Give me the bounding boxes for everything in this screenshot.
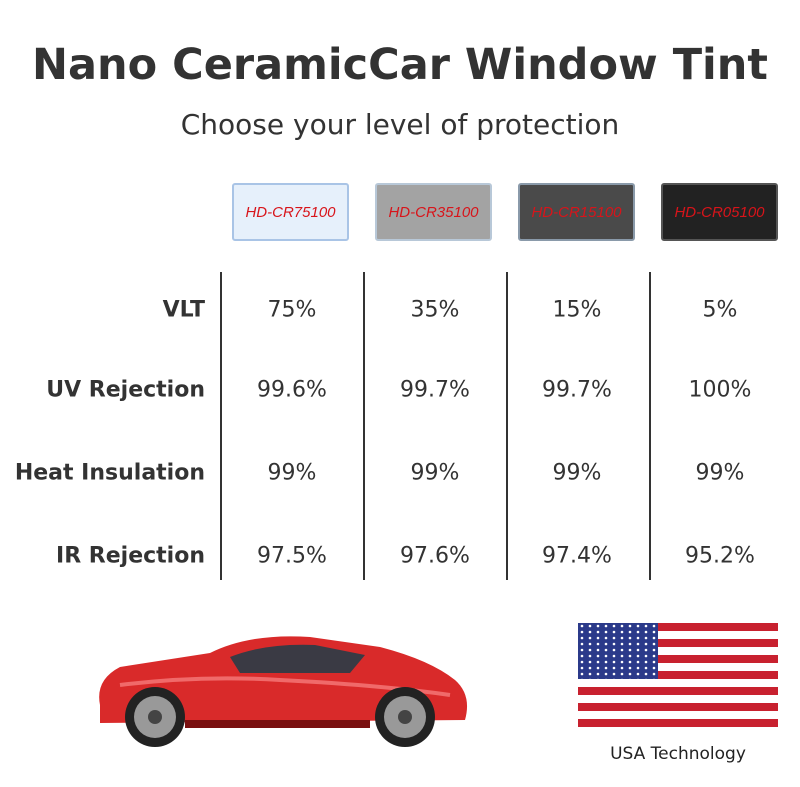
product-swatch: HD-CR05100	[661, 183, 778, 241]
cell-value: 99%	[695, 460, 745, 486]
column-divider	[649, 272, 651, 580]
cell-value: 97.6%	[400, 543, 470, 569]
cell-value: 99%	[410, 460, 460, 486]
cell-value: 97.5%	[257, 543, 327, 569]
row-label: VLT	[162, 297, 205, 323]
cell-value: 99%	[552, 460, 602, 486]
column-divider	[220, 272, 222, 580]
product-swatch: HD-CR75100	[232, 183, 349, 241]
cell-value: 99%	[267, 460, 317, 486]
column-divider	[363, 272, 365, 580]
cell-value: 95.2%	[685, 543, 755, 569]
cell-value: 5%	[702, 297, 738, 323]
cell-value: 99.7%	[400, 377, 470, 403]
cell-value: 99.7%	[542, 377, 612, 403]
row-label: IR Rejection	[56, 543, 205, 569]
cell-value: 97.4%	[542, 543, 612, 569]
row-label: Heat Insulation	[14, 460, 205, 486]
product-swatch: HD-CR15100	[518, 183, 635, 241]
cell-value: 100%	[688, 377, 752, 403]
cell-value: 15%	[552, 297, 602, 323]
title: Nano CeramicCar Window Tint	[32, 40, 768, 90]
subtitle: Choose your level of protection	[180, 108, 620, 141]
cell-value: 75%	[267, 297, 317, 323]
product-swatch: HD-CR35100	[375, 183, 492, 241]
cell-value: 35%	[410, 297, 460, 323]
cell-value: 99.6%	[257, 377, 327, 403]
column-divider	[506, 272, 508, 580]
usa-flag	[578, 623, 778, 727]
car-image	[99, 636, 468, 747]
row-label: UV Rejection	[46, 377, 205, 403]
caption: USA Technology	[610, 744, 746, 764]
